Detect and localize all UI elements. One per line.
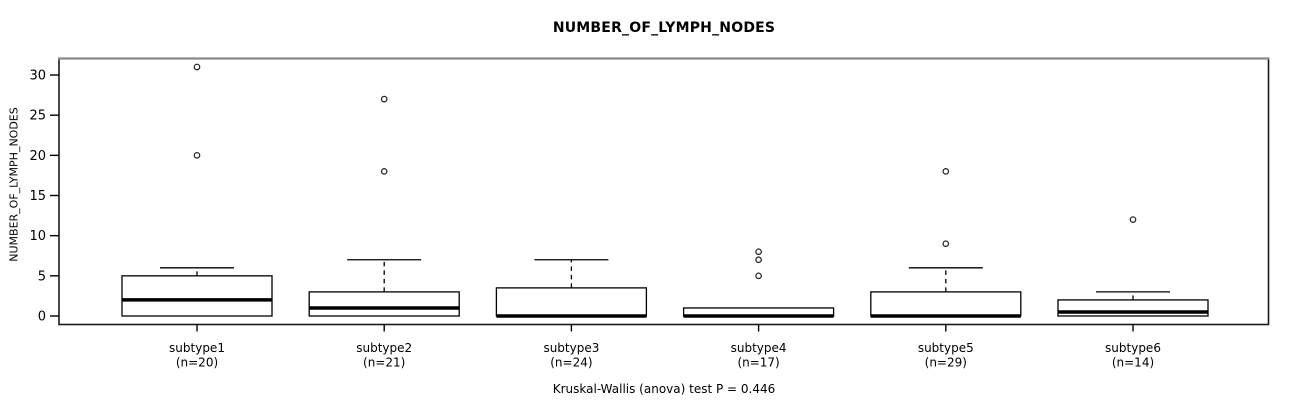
y-tick-label: 10 bbox=[29, 229, 46, 244]
outlier-point-subtype6 bbox=[1129, 216, 1137, 223]
outlier-point-subtype5 bbox=[942, 240, 950, 248]
iqr-box-subtype3 bbox=[495, 287, 648, 317]
category-sublabel: (n=21) bbox=[363, 356, 405, 370]
outlier-point-subtype5 bbox=[942, 168, 950, 175]
category-label: subtype6 bbox=[1105, 341, 1161, 355]
statistical-test-caption: Kruskal-Wallis (anova) test P = 0.446 bbox=[552, 382, 776, 396]
y-tick-label: 20 bbox=[29, 149, 46, 164]
category-sublabel: (n=29) bbox=[925, 356, 967, 370]
category-label: subtype2 bbox=[356, 341, 412, 355]
category-sublabel: (n=14) bbox=[1112, 356, 1154, 370]
category-label: subtype5 bbox=[918, 341, 974, 355]
category-label: subtype3 bbox=[543, 341, 599, 355]
y-tick-label: 15 bbox=[29, 189, 46, 204]
outlier-point-subtype1 bbox=[193, 151, 201, 159]
category-label: subtype1 bbox=[169, 341, 225, 355]
y-tick-label: 0 bbox=[38, 310, 46, 325]
category-sublabel: (n=24) bbox=[550, 356, 592, 370]
outlier-point-subtype4 bbox=[755, 248, 762, 256]
outlier-point-subtype2 bbox=[380, 95, 388, 103]
chart-title: NUMBER_OF_LYMPH_NODES bbox=[552, 20, 776, 36]
iqr-box-subtype5 bbox=[870, 291, 1022, 317]
iqr-box-subtype1 bbox=[121, 275, 273, 317]
y-tick-label: 5 bbox=[38, 269, 46, 284]
outlier-point-subtype1 bbox=[193, 63, 201, 71]
outlier-point-subtype4 bbox=[755, 256, 762, 264]
category-sublabel: (n=17) bbox=[737, 356, 779, 370]
category-sublabel: (n=20) bbox=[176, 356, 218, 370]
y-tick-label: 30 bbox=[29, 69, 46, 84]
outlier-point-subtype2 bbox=[380, 168, 388, 175]
category-label: subtype4 bbox=[731, 341, 787, 355]
y-tick-label: 25 bbox=[29, 109, 46, 124]
outlier-point-subtype4 bbox=[755, 272, 762, 280]
iqr-box-subtype2 bbox=[308, 291, 460, 317]
